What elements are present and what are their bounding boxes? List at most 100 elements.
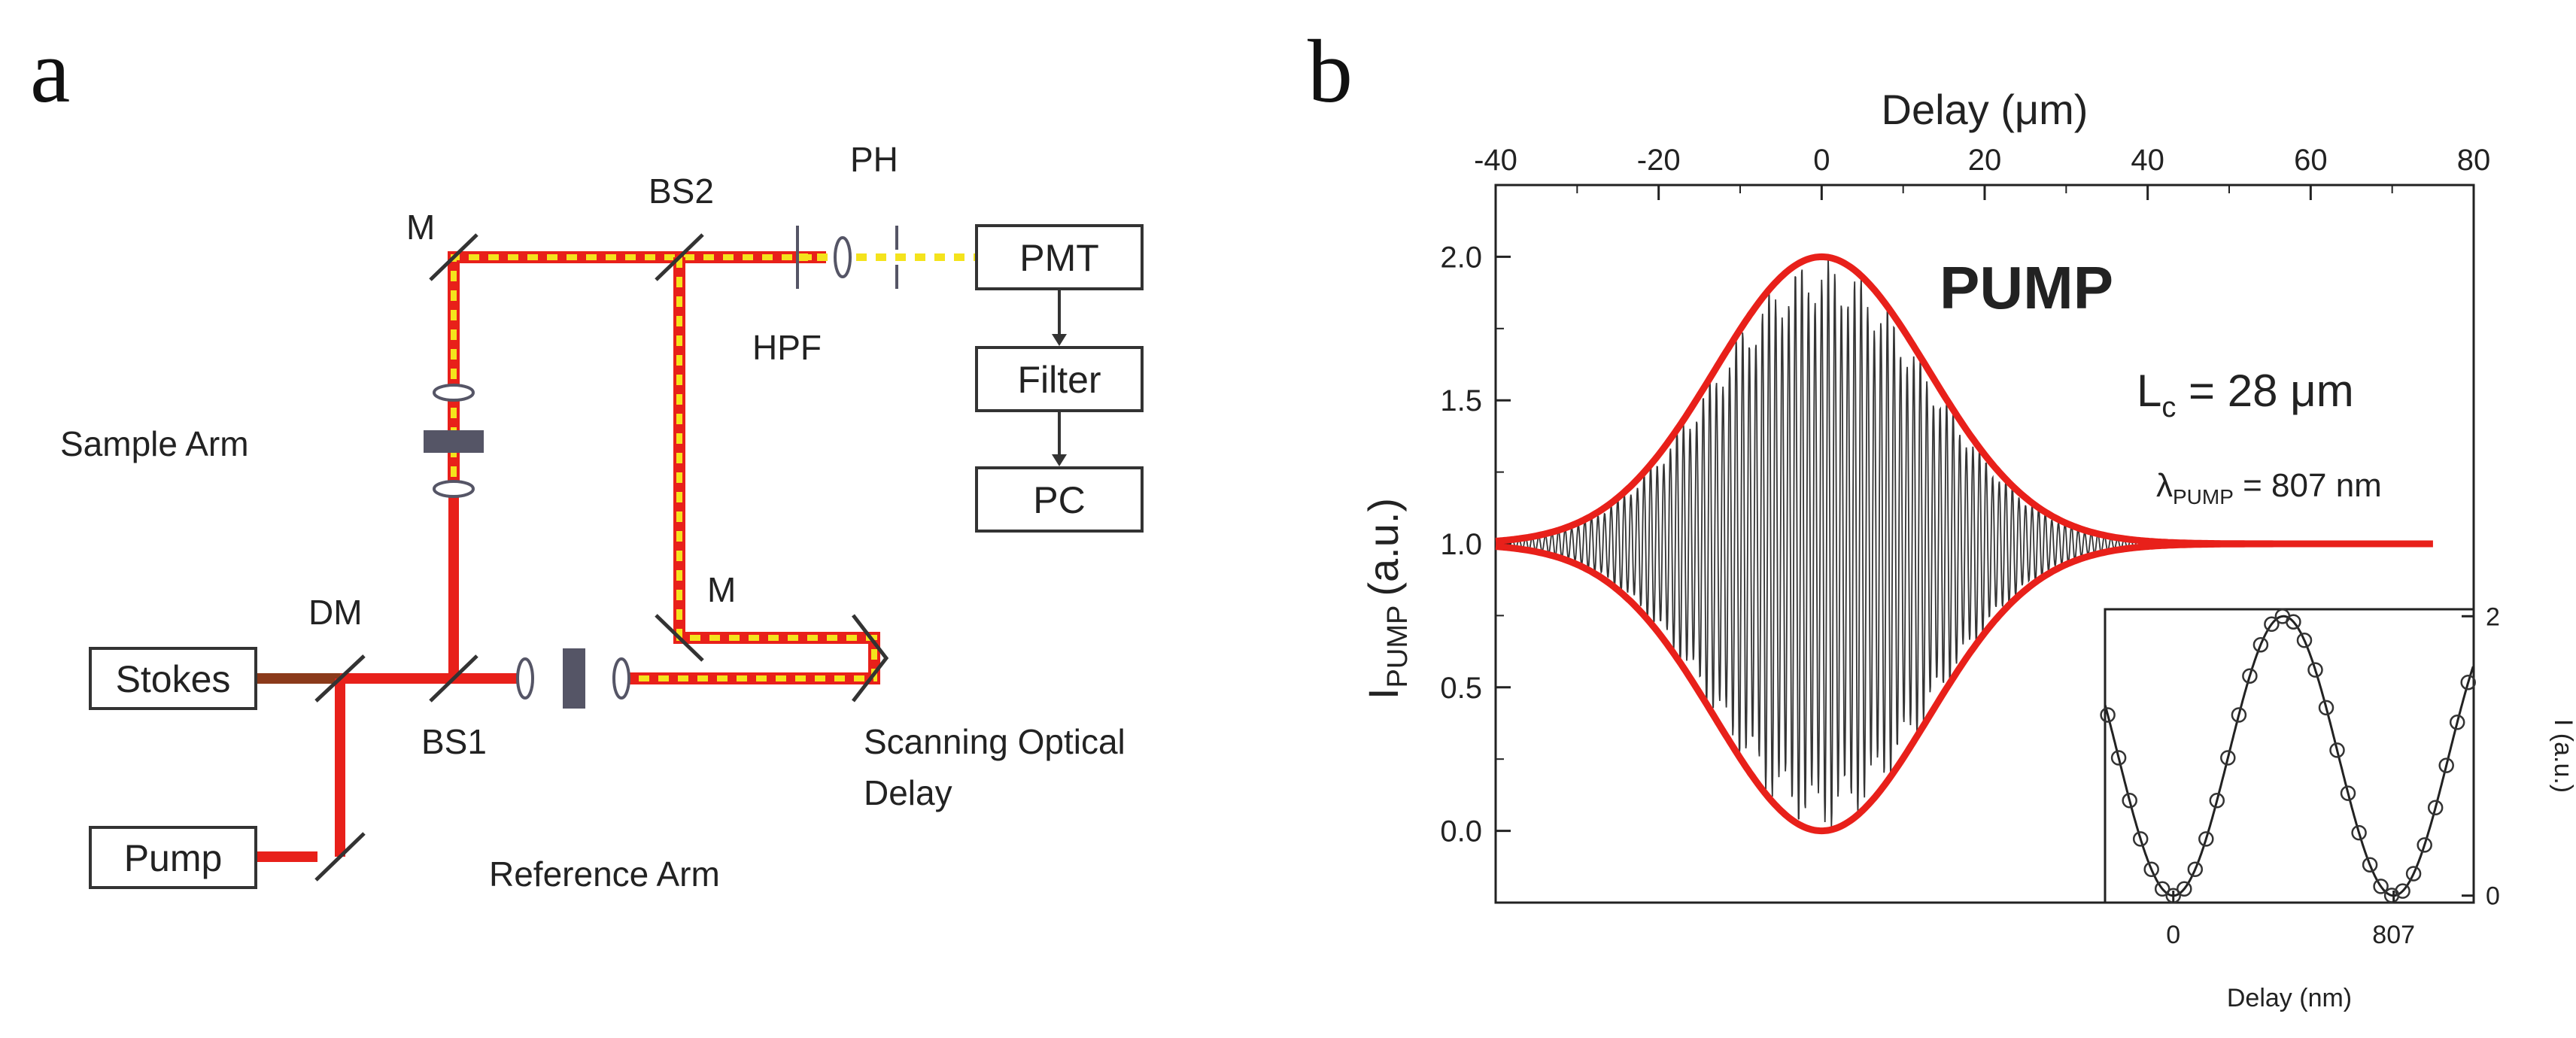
sample-arm-mixed-yellow <box>451 254 826 496</box>
inset-marker <box>2231 707 2247 723</box>
annotation-lambda-value: = 807 nm <box>2234 467 2382 504</box>
label-m-bottom: M <box>707 570 736 609</box>
stokes-label: Stokes <box>116 658 231 700</box>
inset-y-ticks: 02 <box>2462 602 2500 911</box>
annotation-lc-main: L <box>2137 366 2161 416</box>
inset-marker <box>2405 866 2422 882</box>
inset-marker <box>2187 861 2204 878</box>
lower-envelope-series <box>1495 540 2433 835</box>
annotation-lambda: λPUMP = 807 nm <box>2156 467 2382 508</box>
lens-ref-right <box>612 657 630 700</box>
inset-marker <box>2154 881 2170 897</box>
pump-box: Pump <box>89 826 257 889</box>
y-axis-title: IPUMP (a.u.) <box>1359 498 1414 700</box>
inset-marker <box>2252 636 2269 653</box>
inset-marker <box>2242 668 2258 684</box>
inset-marker <box>2329 742 2345 758</box>
inset-marker <box>2449 715 2465 730</box>
inset-x-axis-title: Delay (nm) <box>2227 984 2352 1012</box>
annotation-lc-sub: c <box>2161 392 2176 423</box>
mirror-top-left <box>429 233 478 281</box>
mirror-bottom <box>655 614 704 662</box>
x-tick-label: 0 <box>1813 144 1830 177</box>
reference-arm-mixed-yellow <box>617 257 877 681</box>
pc-box: PC <box>975 466 1144 533</box>
filter-label: Filter <box>1017 359 1101 401</box>
lens-sample-top <box>433 384 475 402</box>
chart-title: PUMP <box>1940 254 2113 321</box>
inset-marker <box>2100 707 2116 723</box>
inset-x-tick-label: 807 <box>2372 921 2415 949</box>
x-tick-label: 40 <box>2131 144 2164 177</box>
label-dm: DM <box>308 593 363 632</box>
x-tick-label: -40 <box>1474 144 1517 177</box>
filter-box: Filter <box>975 346 1144 412</box>
y-axis-title-sub: PUMP <box>1382 606 1414 688</box>
label-scanning-line2: Delay <box>864 773 952 812</box>
label-scanning-line1: Scanning Optical <box>864 722 1125 761</box>
inset-chart: 0 807 02 Delay (nm) I (a.u.) <box>2100 602 2576 1012</box>
box-arrows <box>1052 289 1067 466</box>
label-ph: PH <box>850 140 898 179</box>
pmt-box: PMT <box>975 224 1144 290</box>
label-sample-arm: Sample Arm <box>60 424 249 463</box>
annotation-lc: Lc = 28 μm <box>2137 366 2354 423</box>
retroreflector <box>852 614 889 703</box>
inset-marker <box>2307 662 2323 678</box>
y-axis-title-unit: (a.u.) <box>1359 498 1407 596</box>
y-ticks-left: 0.0 0.5 1.0 1.5 2.0 <box>1440 241 1511 848</box>
label-bs1: BS1 <box>421 722 487 761</box>
label-hpf: HPF <box>752 328 822 367</box>
inset-y-axis-title: I (a.u.) <box>2549 719 2576 793</box>
sample-arm-mixed-red <box>448 251 826 496</box>
inset-marker <box>2296 633 2313 648</box>
inset-marker <box>2220 750 2236 766</box>
pc-label: PC <box>1033 479 1085 521</box>
inset-marker <box>2286 614 2301 630</box>
beamsplitter-bs2 <box>655 233 704 281</box>
inset-marker <box>2351 824 2367 841</box>
inset-marker <box>2362 857 2378 873</box>
label-reference-arm: Reference Arm <box>489 854 720 894</box>
y-tick-label: 0.0 <box>1440 815 1482 848</box>
pmt-label: PMT <box>1019 237 1099 279</box>
dichroic-mirror <box>314 654 366 703</box>
mixed-beams <box>448 251 977 684</box>
inset-marker <box>2395 883 2410 899</box>
inset-markers <box>2100 609 2476 903</box>
reference-arm-mixed-red <box>617 257 880 684</box>
sample-block <box>424 430 484 453</box>
plot-area <box>1495 253 2433 835</box>
y-tick-label: 2.0 <box>1440 241 1482 274</box>
inset-marker <box>2177 881 2192 897</box>
inset-marker <box>2427 800 2444 816</box>
label-bs2: BS2 <box>649 171 714 211</box>
panel-a-letter: a <box>30 21 70 121</box>
lens-sample-bottom <box>433 480 475 498</box>
x-tick-label: 20 <box>1968 144 2002 177</box>
stokes-box: Stokes <box>89 647 257 710</box>
inset-marker <box>2438 757 2454 773</box>
inset-y-tick-label: 2 <box>2486 602 2500 631</box>
panel-a: a <box>30 21 1144 894</box>
inset-marker <box>2460 674 2476 690</box>
x-axis-title-top: Delay (μm) <box>1882 86 2088 133</box>
beamsplitter-bs1 <box>429 654 478 703</box>
x-tick-label: -20 <box>1637 144 1681 177</box>
x-ticks-top: -40 -20 0 20 40 60 80 <box>1474 144 2490 200</box>
y-tick-label: 1.0 <box>1440 528 1482 561</box>
y-tick-label: 1.5 <box>1440 384 1482 417</box>
red-beams <box>256 496 519 862</box>
inset-marker <box>2417 837 2432 853</box>
annotation-lc-value: = 28 μm <box>2176 366 2353 416</box>
y-axis-title-main: I <box>1359 687 1407 700</box>
lens-ref-left <box>516 657 534 700</box>
inset-y-tick-label: 0 <box>2486 882 2500 911</box>
annotation-lambda-sub: PUMP <box>2173 485 2234 508</box>
inset-marker <box>2143 861 2159 878</box>
inset-marker <box>2132 831 2149 847</box>
x-tick-label: 80 <box>2457 144 2491 177</box>
inset-x-tick-label: 0 <box>2166 921 2180 949</box>
inset-marker <box>2209 793 2225 809</box>
